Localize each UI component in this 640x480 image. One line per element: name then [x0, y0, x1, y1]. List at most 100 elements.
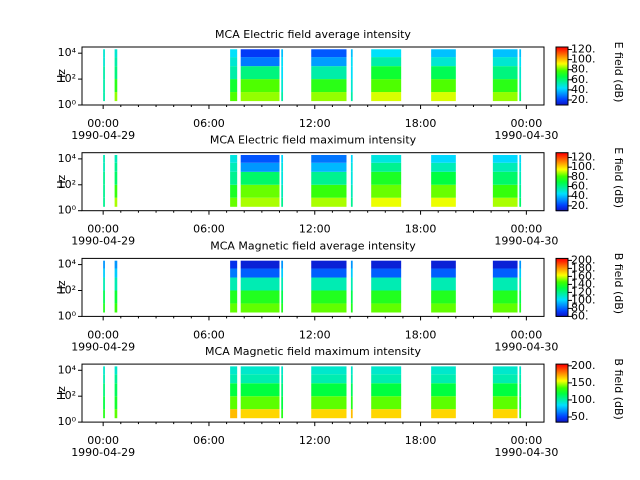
heatmap-cell: [431, 92, 456, 102]
colorbar-strip: [556, 163, 568, 166]
heatmap-cell: [114, 92, 118, 102]
heatmap-cell: [311, 383, 347, 397]
colorbar-strip: [556, 290, 568, 292]
heatmap-cell: [431, 268, 456, 278]
colorbar-strip: [556, 161, 568, 164]
colorbar-strip: [556, 385, 568, 387]
colorbar-strip: [556, 63, 568, 65]
heatmap-cell: [114, 171, 118, 185]
heatmap-cell: [431, 303, 456, 313]
colorbar-strip: [556, 269, 568, 271]
heatmap-cell: [103, 383, 105, 397]
colorbar-strip: [556, 278, 568, 280]
colorbar-strip: [556, 261, 568, 263]
heatmap-cell: [519, 49, 522, 58]
colorbar-strip: [556, 205, 568, 208]
colorbar-strip: [556, 168, 568, 171]
chart-title: MCA Electric field average intensity: [215, 28, 411, 41]
heatmap-cell: [371, 66, 402, 80]
colorbar-tick-label: 140.: [571, 277, 596, 290]
heatmap-cell: [103, 260, 105, 269]
colorbar-strip: [556, 272, 568, 274]
colorbar-strip: [556, 166, 568, 169]
colorbar-tick-label: 80.: [571, 63, 589, 76]
heatmap-cell: [371, 409, 402, 419]
colorbar-strip: [556, 206, 568, 209]
heatmap-cell: [519, 303, 522, 313]
heatmap-cell: [281, 396, 284, 410]
heatmap-cell: [281, 268, 284, 278]
heatmap-cell: [230, 162, 238, 172]
colorbar-strip: [556, 160, 568, 163]
colorbar-strip: [556, 178, 568, 181]
colorbar-strip: [556, 58, 568, 60]
heatmap-cell: [350, 49, 353, 58]
heatmap-cell: [114, 260, 118, 269]
colorbar-strip: [556, 51, 568, 53]
heatmap-cell: [230, 184, 238, 198]
heatmap-cell: [103, 171, 105, 185]
colorbar-strip: [556, 172, 568, 175]
colorbar-strip: [556, 202, 568, 205]
colorbar-strip: [556, 61, 568, 63]
colorbar-strip: [556, 273, 568, 275]
y-tick-label: 10⁴: [58, 258, 77, 271]
colorbar-strip: [556, 364, 568, 366]
chart-title: MCA Electric field maximum intensity: [210, 134, 417, 147]
x-tick-label: 12:00: [299, 117, 331, 130]
heatmap-cell: [492, 303, 518, 313]
heatmap-cell: [114, 57, 118, 67]
x-date-label: 1990-04-29: [71, 340, 135, 353]
colorbar-strip: [556, 375, 568, 377]
colorbar-strip: [556, 372, 568, 374]
colorbar-tick-label: 80.: [571, 170, 589, 183]
colorbar-strip: [556, 80, 568, 82]
colorbar-strip: [556, 180, 568, 183]
heatmap-cell: [311, 171, 347, 185]
colorbar-strip: [556, 171, 568, 174]
colorbar-strip: [556, 156, 568, 159]
colorbar-strip: [556, 378, 568, 380]
x-date-label: 1990-04-29: [71, 446, 135, 459]
colorbar-strip: [556, 306, 568, 308]
heatmap-cell: [230, 66, 238, 80]
colorbar-tick-label: 120.: [571, 151, 596, 164]
heatmap-cell: [311, 184, 347, 198]
x-date-label: 1990-04-30: [494, 235, 558, 248]
heatmap-cell: [492, 184, 518, 198]
colorbar-strip: [556, 296, 568, 298]
heatmap-cell: [240, 79, 280, 93]
colorbar-strip: [556, 59, 568, 61]
colorbar-strip: [556, 99, 568, 101]
y-tick-label: 10⁰: [58, 415, 77, 428]
heatmap-cell: [240, 57, 280, 67]
colorbar-strip: [556, 200, 568, 203]
heatmap-cell: [519, 154, 522, 163]
colorbar-strip: [556, 399, 568, 401]
heatmap-cell: [431, 79, 456, 93]
colorbar-strip: [556, 411, 568, 413]
colorbar-strip: [556, 277, 568, 279]
colorbar-strip: [556, 387, 568, 389]
colorbar-strip: [556, 152, 568, 155]
colorbar-strip: [556, 305, 568, 307]
heatmap-cell: [311, 154, 347, 163]
y-axis-label: Hz: [55, 174, 68, 188]
colorbar-tick-label: 200.: [571, 359, 596, 372]
colorbar-label: E field (dB): [612, 147, 625, 208]
colorbar-strip: [556, 86, 568, 88]
colorbar-tick-label: 100.: [571, 293, 596, 306]
heatmap-cell: [492, 277, 518, 291]
heatmap-cell: [240, 303, 280, 313]
colorbar-strip: [556, 170, 568, 173]
colorbar-strip: [556, 410, 568, 412]
colorbar-strip: [556, 300, 568, 302]
colorbar-strip: [556, 270, 568, 272]
colorbar-strip: [556, 374, 568, 376]
heatmap-cell: [230, 374, 238, 384]
heatmap-cell: [519, 171, 522, 185]
heatmap-cell: [230, 277, 238, 291]
colorbar-strip: [556, 64, 568, 66]
colorbar-strip: [556, 263, 568, 265]
colorbar-tick-label: 100.: [571, 160, 596, 173]
